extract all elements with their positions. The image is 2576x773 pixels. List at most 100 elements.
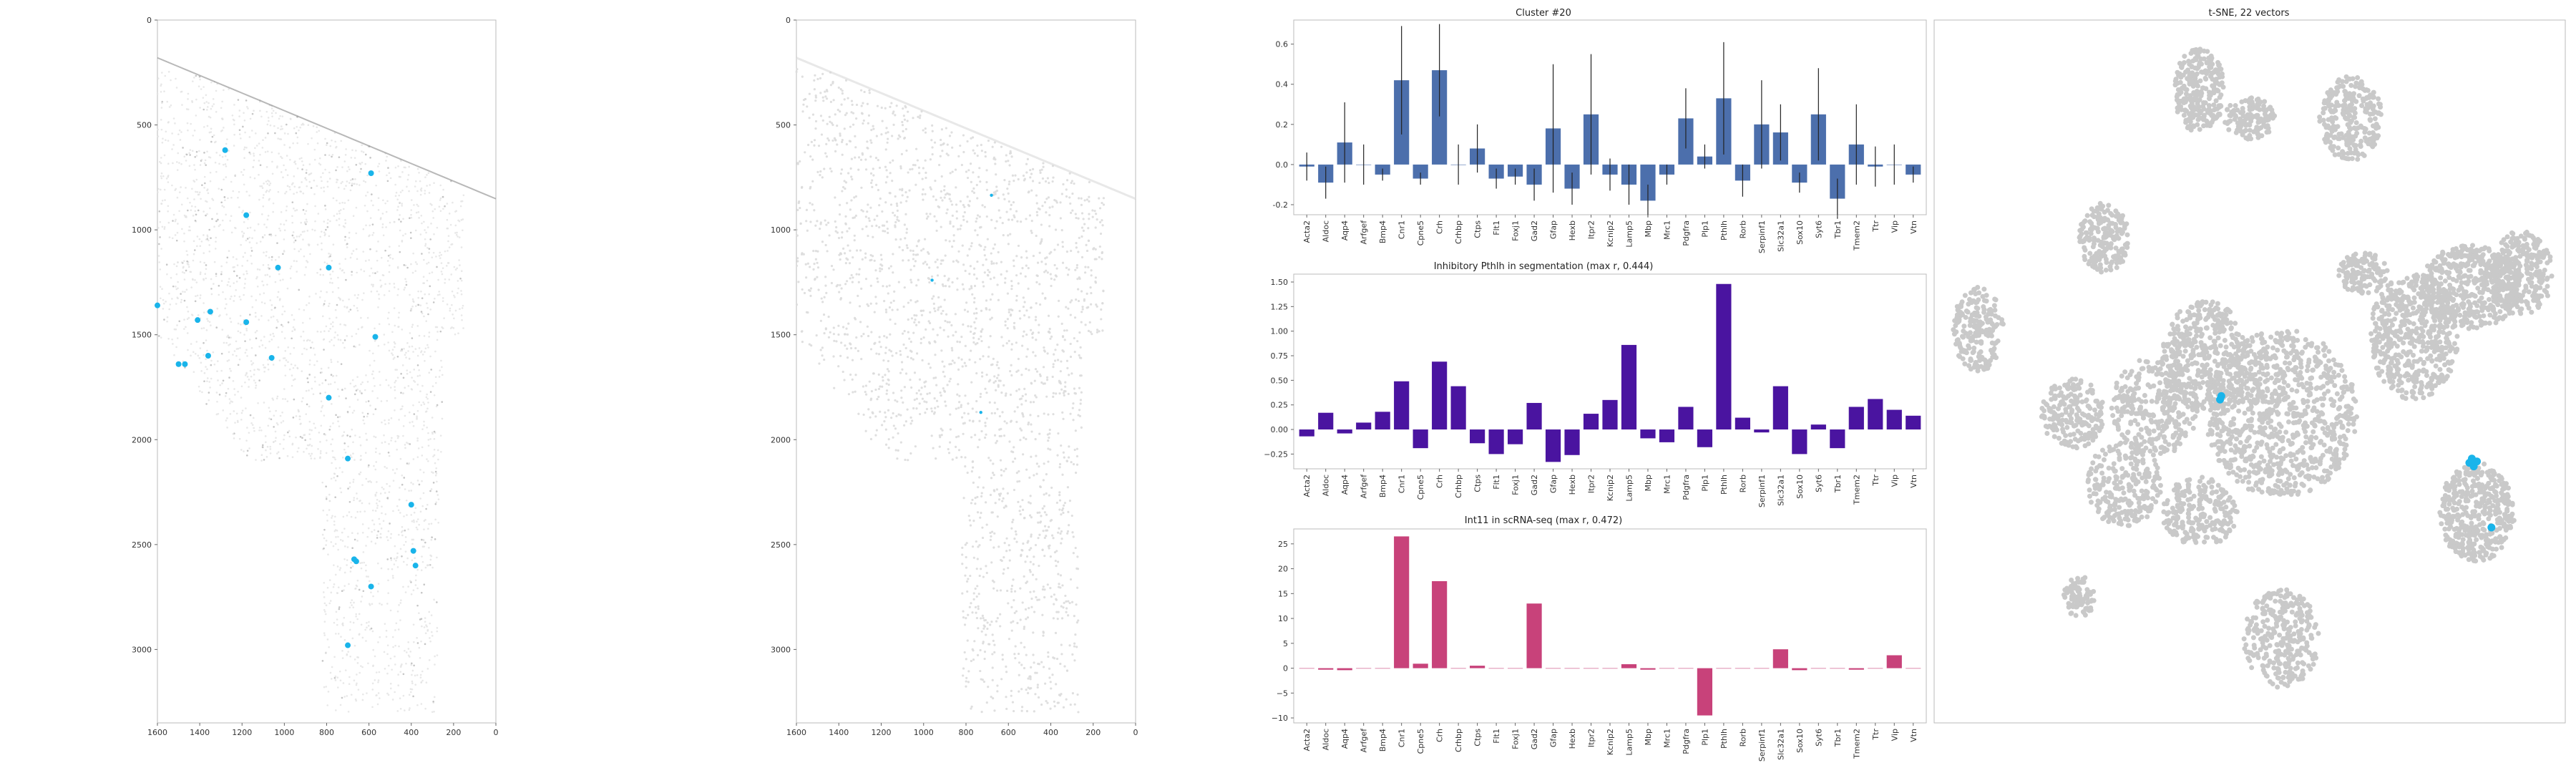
tissue-dot: [237, 330, 240, 333]
tissue-dot: [431, 471, 433, 473]
tissue-dot: [306, 220, 308, 223]
tissue-dot: [230, 231, 233, 234]
tissue-dot: [433, 437, 436, 440]
tissue-dot: [257, 223, 260, 225]
tissue-dot: [371, 706, 374, 709]
tissue-dot: [300, 221, 303, 224]
tissue-dot: [213, 225, 215, 228]
tissue-dot: [167, 338, 170, 340]
tissue-dot: [428, 522, 430, 525]
tissue-dot: [434, 350, 436, 353]
tissue-dot: [365, 569, 367, 572]
tissue-dot: [374, 408, 377, 410]
tissue-dot: [243, 183, 245, 186]
tissue-dot: [276, 452, 278, 454]
tissue-dot: [265, 449, 267, 452]
tissue-dot: [197, 313, 200, 316]
tissue-dot: [354, 434, 356, 437]
tissue-dot: [366, 381, 369, 383]
tissue-dot: [272, 315, 275, 318]
tissue-dot: [313, 193, 316, 195]
tissue-dot: [363, 270, 366, 273]
tissue-dot: [405, 356, 407, 359]
tissue-dot: [456, 231, 458, 234]
tissue-dot: [329, 281, 331, 284]
tissue-dot: [382, 520, 385, 522]
tissue-dot: [339, 538, 342, 541]
tissue-dot: [171, 338, 173, 341]
tissue-dot: [308, 374, 311, 376]
tissue-dot: [388, 349, 391, 352]
tissue-dot: [406, 514, 408, 516]
tissue-dot: [308, 389, 310, 392]
tissue-dot: [383, 434, 385, 437]
tissue-dot: [338, 224, 341, 226]
tissue-dot: [286, 287, 289, 290]
tissue-dot: [334, 479, 337, 482]
tissue-dot: [386, 692, 389, 695]
tissue-dot: [263, 292, 265, 294]
tissue-dot: [166, 316, 169, 319]
tissue-dot: [397, 316, 400, 319]
tissue-dot: [433, 448, 436, 451]
tissue-dot: [160, 84, 162, 87]
tissue-dot: [369, 628, 371, 631]
tissue-dot: [347, 199, 350, 202]
tissue-dot: [400, 599, 402, 601]
tissue-dot: [404, 550, 407, 553]
tissue-dot: [395, 622, 398, 625]
tissue-dot: [238, 133, 241, 135]
tissue-dot: [255, 459, 257, 461]
tissue-dot: [343, 271, 346, 274]
tissue-dot: [293, 319, 296, 321]
tissue-dot: [309, 438, 311, 440]
tissue-dot: [266, 183, 269, 185]
tissue-dot: [404, 447, 406, 449]
tissue-dot: [401, 364, 404, 366]
tissue-dot: [381, 512, 383, 515]
tissue-dot: [203, 234, 205, 236]
tissue-dot: [268, 256, 270, 259]
tissue-dot: [190, 354, 192, 357]
tissue-dot: [390, 533, 392, 535]
tissue-dot: [331, 291, 334, 293]
tissue-dot: [449, 309, 452, 312]
tissue-dot: [391, 669, 393, 671]
tissue-dot: [326, 439, 328, 442]
tissue-dot: [376, 271, 379, 273]
tissue-dot: [369, 248, 371, 251]
tissue-dot: [245, 99, 248, 102]
tissue-dot: [337, 633, 340, 635]
tissue-dot: [444, 205, 446, 208]
tissue-dot: [266, 150, 269, 152]
tissue-dot: [233, 133, 235, 136]
tissue-dot: [337, 287, 340, 289]
tissue-dot: [187, 98, 189, 100]
tissue-dot: [396, 552, 399, 555]
tissue-dot: [428, 659, 431, 661]
tissue-dot: [196, 235, 199, 238]
tissue-dot: [225, 313, 228, 316]
tissue-dot: [394, 644, 396, 647]
tissue-dot: [342, 341, 344, 344]
tissue-dot: [265, 441, 267, 444]
tissue-dot: [246, 238, 249, 240]
tissue-dot: [419, 180, 421, 183]
tissue-dot: [419, 233, 422, 235]
tissue-dot: [351, 184, 353, 187]
tissue-dot: [433, 233, 435, 235]
tissue-dot: [208, 321, 211, 324]
tissue-dot: [421, 446, 424, 449]
tissue-dot: [364, 628, 366, 631]
tissue-dot: [175, 218, 177, 221]
tissue-dot: [403, 560, 405, 563]
tissue-dot: [367, 400, 370, 402]
tissue-dot: [299, 435, 302, 438]
tissue-dot: [348, 683, 351, 685]
map1-plot: 1600 1400 1200 1000 800 600 400 200 005001000150…: [132, 16, 499, 737]
tissue-dot: [336, 475, 338, 477]
tissue-dot: [356, 674, 358, 676]
tissue-dot: [420, 703, 423, 705]
tissue-dot: [323, 261, 326, 263]
